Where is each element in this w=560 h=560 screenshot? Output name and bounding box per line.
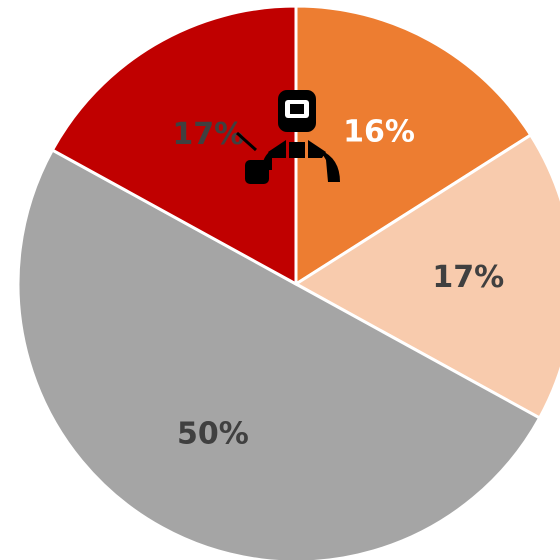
labels: 16% 17% 50% 17% [172,114,504,451]
slice [16,148,542,560]
slice [294,4,533,287]
slice [293,132,560,420]
slices [16,4,560,560]
data-label: 16% [343,114,415,149]
slice [50,4,298,287]
data-label: 17% [172,117,244,152]
welder-icon [235,90,340,184]
data-label: 17% [432,260,504,295]
data-label: 50% [177,417,249,452]
